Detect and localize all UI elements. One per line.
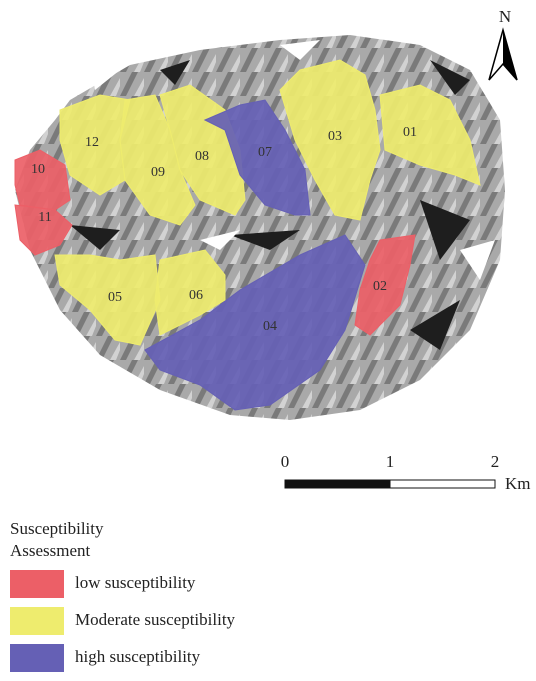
zone-label: 08	[195, 149, 209, 164]
map-figure: 101102010305060809120407 N 012Km Suscept…	[0, 0, 536, 676]
zone-label: 02	[373, 279, 387, 294]
north-label: N	[499, 7, 511, 26]
legend-label: low susceptibility	[75, 573, 196, 592]
zone-label: 01	[403, 125, 417, 140]
legend-label: high susceptibility	[75, 647, 201, 666]
legend-swatch	[10, 644, 64, 672]
legend-title: Susceptibility	[10, 519, 104, 538]
scale-label: 1	[386, 452, 395, 471]
zone-label: 12	[85, 135, 99, 150]
zone-label: 04	[263, 319, 277, 334]
scale-label: 2	[491, 452, 500, 471]
legend-title: Assessment	[10, 541, 91, 560]
zone-label: 03	[328, 129, 342, 144]
legend-label: Moderate susceptibility	[75, 610, 236, 629]
zone-label: 05	[108, 290, 122, 305]
scale-segment	[285, 480, 390, 488]
zone-label: 09	[151, 165, 165, 180]
legend-swatch	[10, 607, 64, 635]
zone-label: 06	[189, 288, 203, 303]
legend-swatch	[10, 570, 64, 598]
scale-label: 0	[281, 452, 290, 471]
scale-segment	[390, 480, 495, 488]
north-arrow: N	[489, 7, 517, 80]
zone-label: 11	[38, 210, 51, 225]
scale-unit: Km	[505, 474, 531, 493]
zone-label: 07	[258, 145, 272, 160]
zone-label: 10	[31, 162, 45, 177]
